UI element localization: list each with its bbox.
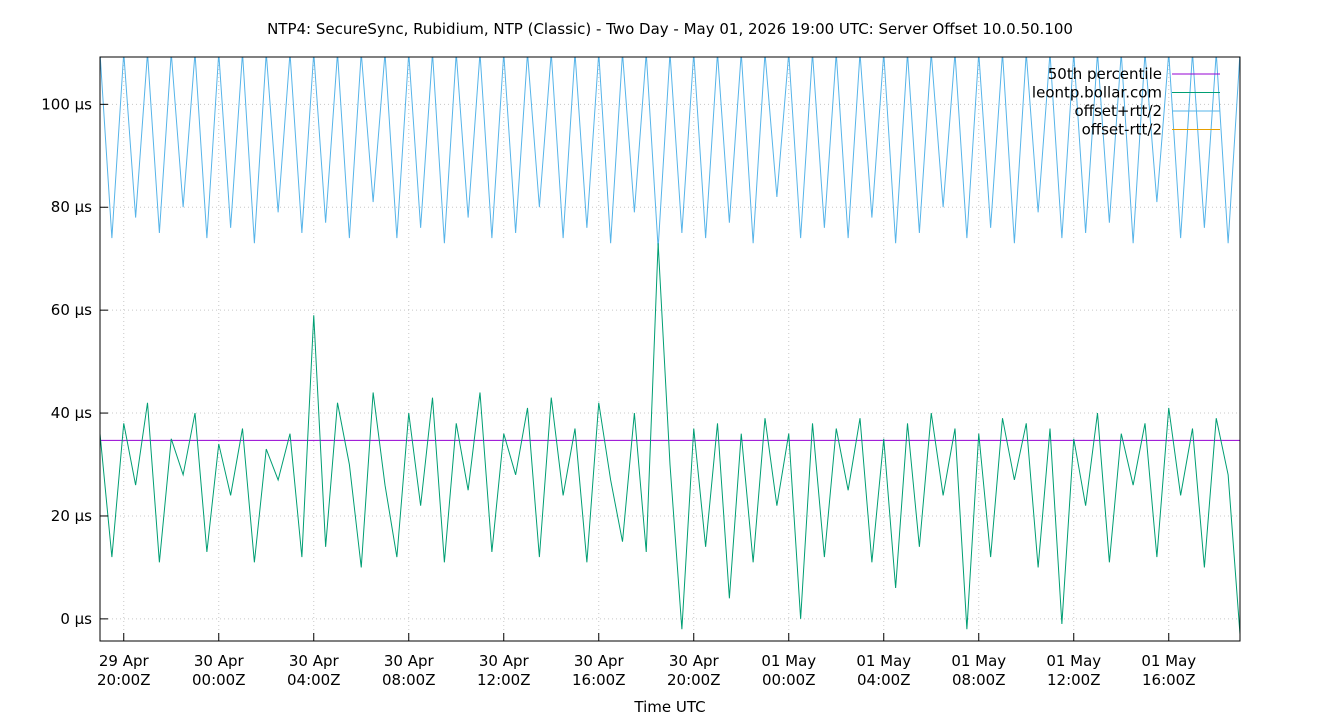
plot-frame [99, 56, 1241, 642]
x-tick-label: 30 Apr 00:00Z [192, 652, 246, 689]
x-tick-label: 30 Apr 20:00Z [667, 652, 721, 689]
legend: 50th percentileleontp.bollar.comoffset+r… [1032, 65, 1220, 139]
x-tick-label: 30 Apr 08:00Z [382, 652, 436, 689]
y-tick-label: 20 µs [51, 507, 92, 525]
plot-area [100, 57, 1240, 635]
x-tick-label: 30 Apr 12:00Z [477, 652, 531, 689]
x-tick-label: 01 May 16:00Z [1141, 652, 1196, 689]
legend-label: 50th percentile [1048, 65, 1162, 83]
chart-title: NTP4: SecureSync, Rubidium, NTP (Classic… [267, 20, 1073, 38]
axes: 0 µs 20 µs 40 µs 60 µs 80 µs 100 µs 29 Apr 20:0… [41, 95, 1196, 689]
x-tick-label: 01 May 04:00Z [856, 652, 911, 689]
y-tick-label: 100 µs [41, 95, 92, 113]
legend-label: offset+rtt/2 [1074, 102, 1162, 120]
legend-label: leontp.bollar.com [1032, 84, 1162, 102]
x-tick-label: 30 Apr 16:00Z [572, 652, 626, 689]
x-tick-label: 29 Apr 20:00Z [97, 652, 151, 689]
legend-label: offset-rtt/2 [1082, 121, 1162, 139]
x-tick-label: 01 May 08:00Z [951, 652, 1006, 689]
x-tick-label: 01 May 12:00Z [1046, 652, 1101, 689]
y-tick-label: 80 µs [51, 198, 92, 216]
series-line [100, 243, 1240, 635]
x-axis-label: Time UTC [633, 698, 705, 716]
y-tick-label: 0 µs [60, 610, 92, 628]
y-tick-label: 40 µs [51, 404, 92, 422]
y-tick-label: 60 µs [51, 301, 92, 319]
x-tick-label: 01 May 00:00Z [761, 652, 816, 689]
x-tick-label: 30 Apr 04:00Z [287, 652, 341, 689]
grid [100, 57, 1240, 641]
